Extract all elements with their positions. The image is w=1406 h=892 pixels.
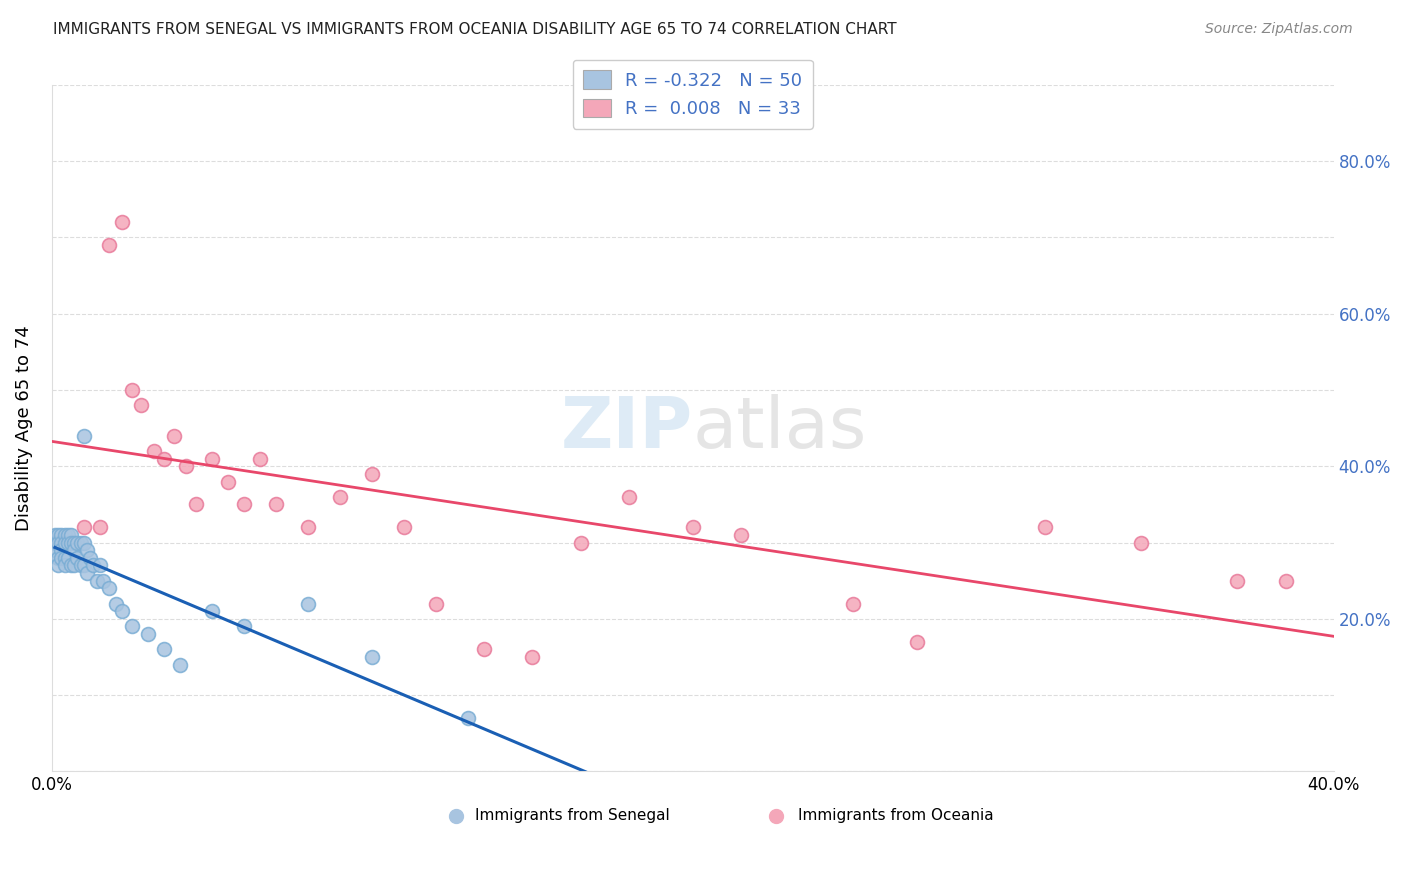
- Point: [79, 550, 101, 565]
- Point: [63, 543, 86, 558]
- Point: [111, 215, 134, 229]
- Point: [136, 627, 159, 641]
- Point: [89, 558, 111, 573]
- Point: [569, 535, 592, 549]
- Point: [82, 558, 104, 573]
- Point: [1130, 535, 1153, 549]
- Point: [682, 520, 704, 534]
- Point: [91, 574, 114, 588]
- Point: [184, 497, 207, 511]
- Point: [44, 535, 66, 549]
- Point: [361, 467, 384, 481]
- Point: [153, 451, 176, 466]
- Point: [121, 619, 143, 633]
- Point: [217, 475, 239, 489]
- Point: [59, 558, 82, 573]
- Point: [73, 429, 96, 443]
- Point: [522, 649, 544, 664]
- Point: [56, 550, 79, 565]
- Point: [143, 444, 166, 458]
- Point: [63, 558, 86, 573]
- Point: [201, 604, 224, 618]
- Point: [394, 520, 416, 534]
- Point: [73, 535, 96, 549]
- Point: [51, 528, 73, 542]
- Point: [53, 528, 76, 542]
- Point: [51, 550, 73, 565]
- Point: [1226, 574, 1249, 588]
- Point: [104, 597, 127, 611]
- Point: [264, 497, 287, 511]
- Point: [233, 619, 256, 633]
- Point: [249, 451, 271, 466]
- Point: [46, 528, 69, 542]
- Point: [233, 497, 256, 511]
- Legend: R = -0.322   N = 50, R =  0.008   N = 33: R = -0.322 N = 50, R = 0.008 N = 33: [572, 60, 813, 129]
- Text: atlas: atlas: [693, 393, 868, 463]
- Point: [361, 649, 384, 664]
- Point: [46, 550, 69, 565]
- Point: [66, 535, 89, 549]
- Point: [1033, 520, 1056, 534]
- Point: [76, 543, 98, 558]
- Text: Immigrants from Senegal: Immigrants from Senegal: [475, 808, 669, 823]
- Point: [730, 528, 752, 542]
- Point: [98, 582, 121, 596]
- Point: [59, 528, 82, 542]
- Point: [111, 604, 134, 618]
- Point: [59, 535, 82, 549]
- Point: [51, 543, 73, 558]
- Point: [46, 535, 69, 549]
- Point: [53, 535, 76, 549]
- Point: [162, 429, 184, 443]
- Point: [73, 558, 96, 573]
- Point: [297, 520, 319, 534]
- Point: [76, 566, 98, 580]
- Point: [201, 451, 224, 466]
- Point: [51, 535, 73, 549]
- Point: [474, 642, 496, 657]
- Point: [73, 520, 96, 534]
- Point: [1274, 574, 1296, 588]
- Point: [53, 558, 76, 573]
- Point: [98, 238, 121, 252]
- Point: [66, 550, 89, 565]
- Point: [617, 490, 640, 504]
- Point: [842, 597, 865, 611]
- Text: Source: ZipAtlas.com: Source: ZipAtlas.com: [1205, 22, 1353, 37]
- Text: Immigrants from Oceania: Immigrants from Oceania: [797, 808, 994, 823]
- Point: [457, 711, 479, 725]
- Text: IMMIGRANTS FROM SENEGAL VS IMMIGRANTS FROM OCEANIA DISABILITY AGE 65 TO 74 CORRE: IMMIGRANTS FROM SENEGAL VS IMMIGRANTS FR…: [53, 22, 897, 37]
- Point: [56, 528, 79, 542]
- Point: [425, 597, 447, 611]
- Point: [905, 634, 928, 648]
- Point: [131, 398, 153, 412]
- Point: [69, 535, 91, 549]
- Y-axis label: Disability Age 65 to 74: Disability Age 65 to 74: [15, 326, 32, 531]
- Point: [69, 558, 91, 573]
- Point: [169, 657, 191, 672]
- Text: ZIP: ZIP: [561, 393, 693, 463]
- Point: [53, 550, 76, 565]
- Point: [329, 490, 352, 504]
- Point: [86, 574, 108, 588]
- Point: [89, 520, 111, 534]
- Point: [56, 535, 79, 549]
- Point: [121, 383, 143, 397]
- Point: [297, 597, 319, 611]
- Point: [44, 543, 66, 558]
- Point: [46, 558, 69, 573]
- Point: [176, 459, 198, 474]
- Point: [63, 535, 86, 549]
- Point: [153, 642, 176, 657]
- Point: [44, 528, 66, 542]
